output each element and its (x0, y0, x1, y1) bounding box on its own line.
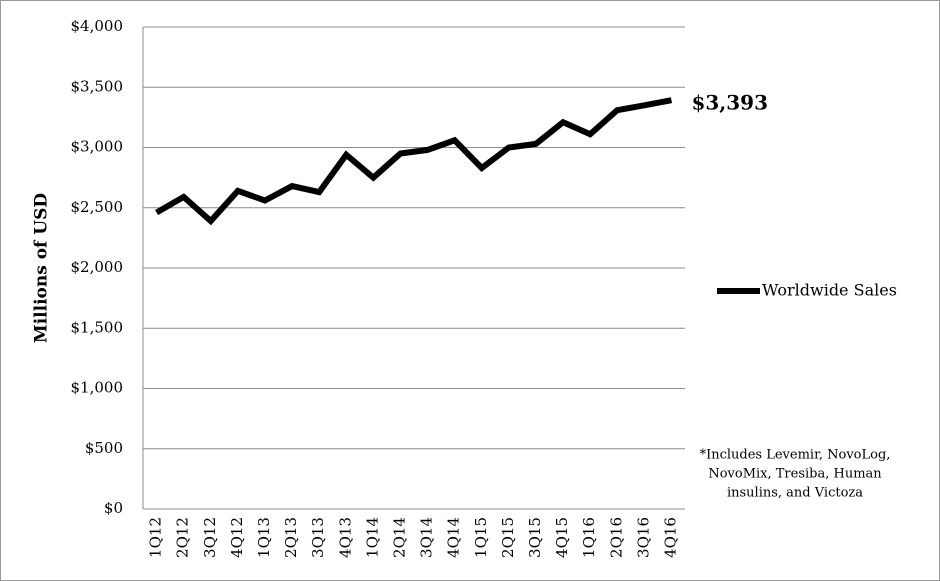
y-tick-label: $1,500 (71, 318, 124, 336)
y-axis-label: Millions of USD (32, 193, 52, 344)
x-tick-label: 4Q14 (445, 517, 463, 558)
x-tick-label: 4Q15 (553, 517, 571, 558)
note: NovoMix, Tresiba, Human (708, 467, 882, 482)
y-tick-label: $0 (104, 499, 123, 517)
y-tick-label: $2,000 (71, 258, 124, 276)
y-tick-label: $2,500 (71, 198, 124, 216)
x-tick-label: 1Q12 (147, 517, 165, 558)
x-tick-label: 2Q13 (282, 517, 300, 558)
x-tick-label: 2Q14 (390, 517, 408, 558)
y-tick-label: $3,000 (71, 138, 124, 156)
x-tick-label: 2Q16 (607, 517, 625, 558)
legend-label: Worldwide Sales (762, 281, 897, 300)
y-tick-label: $4,000 (71, 17, 124, 35)
x-tick-label: 3Q14 (418, 517, 436, 558)
x-tick-label: 1Q16 (580, 517, 598, 558)
x-tick-label: 3Q13 (309, 517, 327, 558)
note: *Includes Levemir, NovoLog, (700, 448, 891, 463)
y-tick-label: $1,000 (71, 379, 124, 397)
note: insulins, and Victoza (727, 486, 863, 501)
x-tick-label: 4Q12 (228, 517, 246, 558)
data-label: $3,393 (691, 91, 768, 115)
data-line (155, 97, 673, 226)
x-tick-label: 3Q12 (201, 517, 219, 558)
x-tick-label: 4Q16 (661, 517, 679, 558)
x-tick-label: 1Q14 (363, 517, 381, 558)
x-tick-label: 3Q15 (526, 517, 544, 558)
x-tick-label: 1Q13 (255, 517, 273, 558)
y-tick-label: $500 (85, 439, 123, 457)
x-tick-label: 4Q13 (336, 517, 354, 558)
x-tick-label: 2Q12 (174, 517, 192, 558)
x-tick-label: 1Q15 (472, 517, 490, 558)
x-tick-label: 2Q15 (499, 517, 517, 558)
y-tick-label: $3,500 (71, 77, 124, 95)
x-tick-label: 3Q16 (634, 517, 652, 558)
